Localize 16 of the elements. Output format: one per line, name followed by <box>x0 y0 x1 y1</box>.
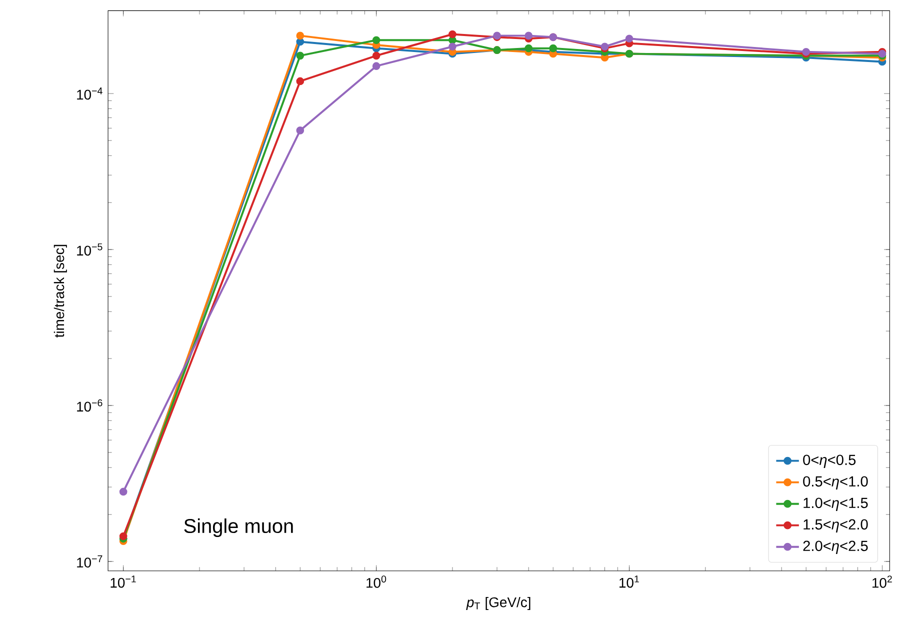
x-axis-title: p$_{T}$ [GeV/c] <box>466 597 530 610</box>
y-tick-label: 10$^{−4}$ <box>77 88 102 100</box>
y-tick-label: 10$^{−7}$ <box>77 556 102 568</box>
x-tick-label: 10$^{0}$ <box>366 576 386 588</box>
legend-label: 1.5<η<2.0 <box>804 519 868 533</box>
y-axis-title: time/track [sec] <box>54 245 67 338</box>
x-tick-label: 10$^{1}$ <box>620 576 639 588</box>
legend-label: 1.0<η<1.5 <box>804 498 868 512</box>
legend-label: 2.0<η<2.5 <box>803 540 868 554</box>
x-tick-label: 10$^{2}$ <box>872 576 892 588</box>
legend-label: 0.5<η<1.0 <box>803 476 868 490</box>
y-tick-label: 10$^{−6}$ <box>77 400 102 412</box>
annotation: Single muon <box>184 518 293 538</box>
x-tick-label: 10$^{−1}$ <box>110 576 136 588</box>
y-tick-label: 10$^{−5}$ <box>77 244 102 256</box>
legend-label: 0<η<0.5 <box>803 454 856 468</box>
